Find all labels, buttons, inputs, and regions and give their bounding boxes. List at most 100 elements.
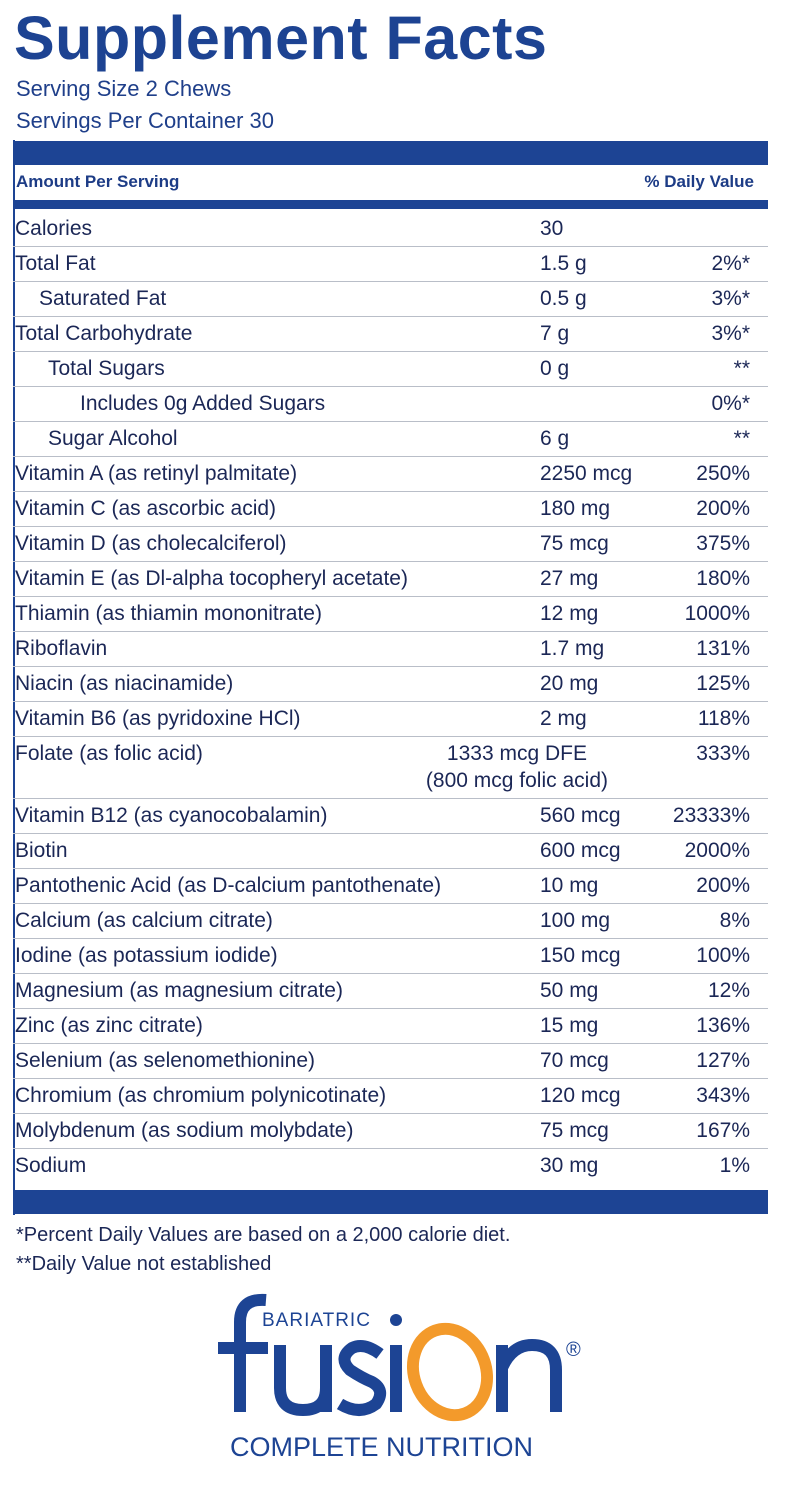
- nutrient-row: Total Carbohydrate 7 g 3%*: [13, 317, 768, 352]
- nutrient-name: Vitamin A (as retinyl palmitate): [15, 462, 298, 485]
- logo-letter-n: [496, 1338, 562, 1412]
- nutrient-row: Calories 30: [13, 212, 768, 247]
- logo-bariatric: BARIATRIC: [262, 1310, 371, 1331]
- nutrient-row: Sugar Alcohol 6 g **: [13, 422, 768, 457]
- nutrient-name: Zinc (as zinc citrate): [15, 1014, 203, 1037]
- nutrient-name: Sugar Alcohol: [48, 427, 178, 450]
- servings-per-container: Servings Per Container 30: [16, 108, 275, 133]
- nutrient-daily-value: **: [733, 427, 750, 450]
- nutrient-daily-value: 125%: [696, 672, 750, 695]
- nutrient-row: Vitamin B12 (as cyanocobalamin) 560 mcg 23…: [13, 799, 768, 834]
- nutrient-row: Vitamin B6 (as pyridoxine HCl) 2 mg 118%: [13, 702, 768, 737]
- nutrient-name: Saturated Fat: [39, 287, 167, 310]
- amount-line: (800 mcg folic acid): [425, 769, 608, 792]
- nutrient-amount: 20 mg: [540, 672, 599, 695]
- logo-fusion-wordmark: [218, 1293, 562, 1417]
- nutrient-name: Selenium (as selenomethionine): [15, 1049, 315, 1072]
- nutrient-name: Vitamin B6 (as pyridoxine HCl): [15, 707, 301, 730]
- nutrient-row: Zinc (as zinc citrate) 15 mg 136%: [13, 1009, 768, 1044]
- nutrient-amount: 1.5 g: [540, 252, 587, 275]
- nutrient-name: Vitamin E (as Dl-alpha tocopheryl acetat…: [15, 567, 408, 590]
- header-divider-bar: [13, 200, 768, 209]
- nutrient-amount: 10 mg: [540, 874, 599, 897]
- nutrient-name: Niacin (as niacinamide): [15, 672, 234, 695]
- footnote-daily-value: *Percent Daily Values are based on a 2,0…: [16, 1224, 511, 1246]
- amount-per-serving-header: Amount Per Serving: [16, 172, 180, 191]
- nutrient-daily-value: 250%: [696, 462, 750, 485]
- nutrient-daily-value: 333%: [696, 742, 750, 765]
- footnote-not-established: **Daily Value not established: [16, 1253, 272, 1275]
- logo-letter-f: [234, 1293, 267, 1412]
- nutrient-amount: 1.7 mg: [540, 637, 605, 660]
- nutrient-amount: 75 mcg: [540, 1119, 609, 1142]
- nutrient-row: Chromium (as chromium polynicotinate) 120…: [13, 1079, 768, 1114]
- nutrient-amount: 150 mcg: [540, 944, 621, 967]
- nutrient-amount: 2250 mcg: [540, 462, 633, 485]
- nutrient-name: Chromium (as chromium polynicotinate): [15, 1084, 387, 1107]
- nutrient-row: Pantothenic Acid (as D-calcium pantothen…: [13, 869, 768, 904]
- nutrient-daily-value: 12%: [707, 979, 750, 1002]
- nutrient-daily-value: 3%*: [711, 322, 750, 345]
- nutrient-name: Iodine (as potassium iodide): [15, 944, 278, 967]
- top-divider-bar: [13, 141, 768, 165]
- nutrient-name: Magnesium (as magnesium citrate): [15, 979, 343, 1002]
- nutrient-daily-value: 343%: [696, 1084, 750, 1107]
- nutrient-amount: 6 g: [540, 427, 570, 450]
- nutrient-name: Total Sugars: [48, 357, 165, 380]
- nutrient-name: Riboflavin: [15, 637, 108, 660]
- nutrient-daily-value: 200%: [696, 874, 750, 897]
- nutrient-name: Molybdenum (as sodium molybdate): [15, 1119, 354, 1142]
- nutrient-name: Thiamin (as thiamin mononitrate): [15, 602, 322, 625]
- nutrient-name: Sodium: [15, 1154, 87, 1177]
- nutrient-row: Niacin (as niacinamide) 20 mg 125%: [13, 667, 768, 702]
- nutrient-row: Selenium (as selenomethionine) 70 mcg 127%: [13, 1044, 768, 1079]
- nutrient-row: Total Sugars 0 g **: [13, 352, 768, 387]
- daily-value-header: % Daily Value: [644, 172, 754, 191]
- logo-i-dot: [390, 1314, 402, 1326]
- nutrient-amount: 30 mg: [540, 1154, 599, 1177]
- nutrient-row: Saturated Fat 0.5 g 3%*: [13, 282, 768, 317]
- nutrient-amount: 0 g: [540, 357, 570, 380]
- nutrient-row: Total Fat 1.5 g 2%*: [13, 247, 768, 282]
- nutrient-daily-value: 8%: [719, 909, 750, 932]
- nutrient-amount: 27 mg: [540, 567, 599, 590]
- amount-line: 1333 mcg DFE: [446, 742, 587, 765]
- nutrient-amount: 50 mg: [540, 979, 599, 1002]
- nutrient-daily-value: 131%: [696, 637, 750, 660]
- nutrient-amount: 0.5 g: [540, 287, 587, 310]
- nutrient-name: Calories: [15, 217, 93, 240]
- nutrient-row: Thiamin (as thiamin mononitrate) 12 mg 100…: [13, 597, 768, 632]
- nutrient-daily-value: 100%: [696, 944, 750, 967]
- nutrient-amount: 100 mg: [540, 909, 611, 932]
- nutrient-amount: 2 mg: [540, 707, 587, 730]
- nutrient-table: Calories 30 Total Fat 1.5 g 2%* Saturated Fat…: [13, 212, 768, 1184]
- nutrient-daily-value: 1000%: [684, 602, 750, 625]
- nutrient-row: Vitamin A (as retinyl palmitate) 2250 mcg…: [13, 457, 768, 492]
- logo-orange-swoosh: [434, 1324, 485, 1354]
- nutrient-row: Calcium (as calcium citrate) 100 mg 8%: [13, 904, 768, 939]
- nutrient-row: Sodium 30 mg 1%: [13, 1149, 768, 1184]
- logo-letter-s: [336, 1340, 387, 1416]
- nutrient-amount: 15 mg: [540, 1014, 599, 1037]
- nutrient-row: Includes 0g Added Sugars 0%*: [13, 387, 768, 422]
- nutrient-amount: 180 mg: [540, 497, 611, 520]
- bottom-divider-bar: [13, 1190, 768, 1214]
- logo-tagline: COMPLETE NUTRITION: [230, 1432, 533, 1462]
- nutrient-name: Vitamin D (as cholecalciferol): [15, 532, 287, 555]
- logo-orange-o-icon: [406, 1322, 494, 1422]
- facts-box-border: [13, 140, 770, 1215]
- nutrient-row: Magnesium (as magnesium citrate) 50 mg 12%: [13, 974, 768, 1009]
- nutrient-daily-value: **: [733, 357, 750, 380]
- logo-registered: ®: [566, 1339, 581, 1361]
- page-title: Supplement Facts: [14, 4, 548, 72]
- nutrient-row: Molybdenum (as sodium molybdate) 75 mcg 16…: [13, 1114, 768, 1149]
- nutrient-daily-value: 3%*: [711, 287, 750, 310]
- nutrient-name: Folate (as folic acid): [15, 742, 203, 765]
- nutrient-amount: 1333 mcg DFE (800 mcg folic acid): [426, 740, 608, 794]
- nutrient-name: Pantothenic Acid (as D-calcium pantothen…: [15, 874, 442, 897]
- nutrient-daily-value: 1%: [719, 1154, 750, 1177]
- nutrient-row: Iodine (as potassium iodide) 150 mcg 100%: [13, 939, 768, 974]
- nutrient-row: Riboflavin 1.7 mg 131%: [13, 632, 768, 667]
- nutrient-amount: 12 mg: [540, 602, 599, 625]
- nutrient-name: Includes 0g Added Sugars: [80, 392, 326, 415]
